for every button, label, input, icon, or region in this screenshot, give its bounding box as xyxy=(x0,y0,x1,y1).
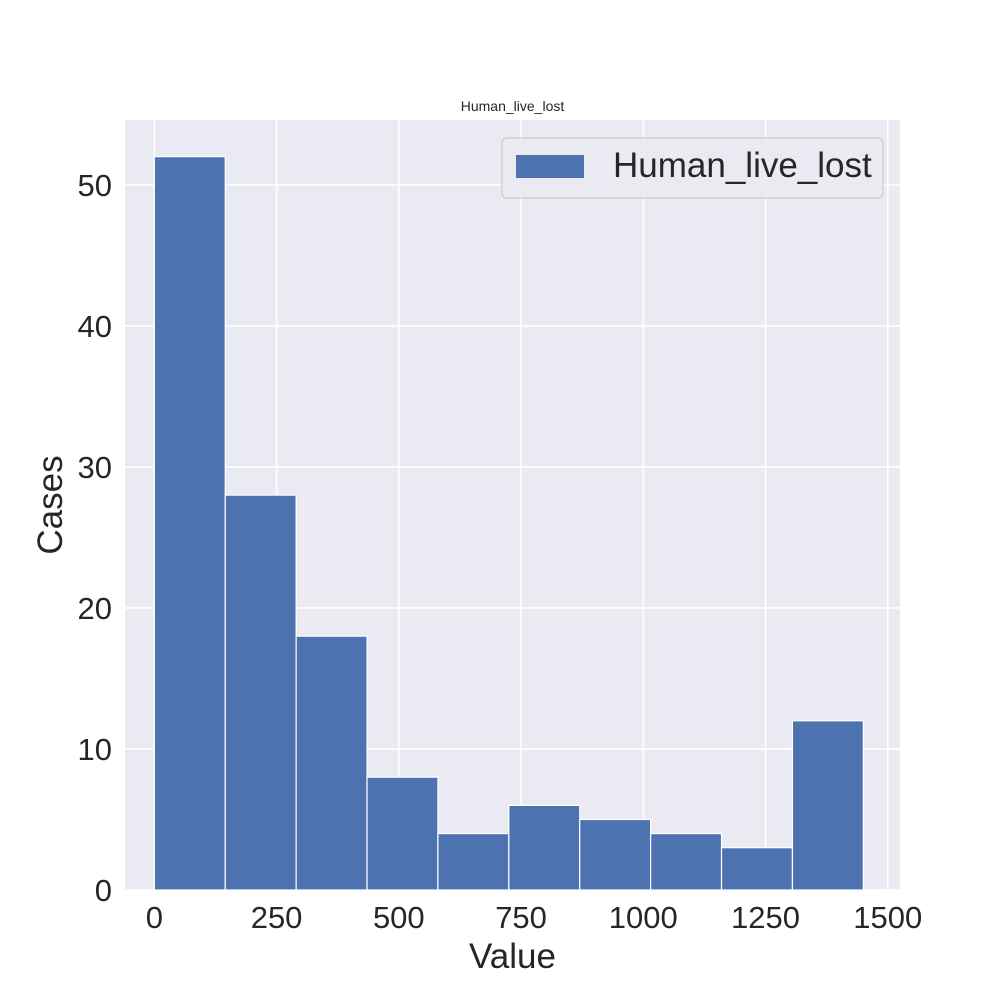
legend-box xyxy=(501,137,884,199)
y-tick-label: 20 xyxy=(78,591,112,626)
x-axis-label: Value xyxy=(469,937,556,976)
legend: Human_live_lost xyxy=(501,137,884,199)
y-axis-label: Cases xyxy=(31,455,70,554)
histogram-bar xyxy=(720,847,794,891)
x-tick-label: 1000 xyxy=(609,900,678,935)
legend-swatch xyxy=(516,155,584,178)
x-tick-label: 0 xyxy=(146,900,163,935)
y-tick-label: 10 xyxy=(78,732,112,767)
x-tick-label: 500 xyxy=(373,900,425,935)
histogram-bar xyxy=(650,832,723,891)
histogram-bars xyxy=(153,156,864,891)
histogram-bar xyxy=(791,720,864,891)
histogram-bar xyxy=(366,776,439,891)
y-axis-ticks: 0 10 20 30 40 50 xyxy=(78,168,112,908)
y-tick-label: 0 xyxy=(95,873,112,908)
chart-title: Human_live_lost xyxy=(461,98,565,114)
x-tick-label: 1250 xyxy=(731,900,800,935)
histogram-bar xyxy=(437,832,510,891)
histogram-bar xyxy=(508,804,581,891)
x-axis-ticks: 0 250 500 750 1000 1250 1500 xyxy=(146,900,923,935)
histogram-bar xyxy=(153,156,226,891)
y-tick-label: 50 xyxy=(78,168,112,203)
x-tick-label: 750 xyxy=(495,900,547,935)
x-tick-label: 250 xyxy=(251,900,303,935)
x-tick-label: 1500 xyxy=(853,900,922,935)
histogram-bar xyxy=(224,494,297,891)
histogram-bar xyxy=(579,818,652,891)
histogram-bar xyxy=(295,635,368,891)
y-tick-label: 40 xyxy=(78,309,112,344)
legend-label: Human_live_lost xyxy=(613,146,872,185)
y-tick-label: 30 xyxy=(78,450,112,485)
